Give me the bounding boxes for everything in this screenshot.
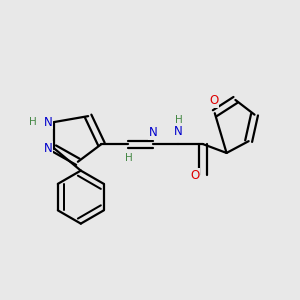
Text: N: N <box>148 126 157 139</box>
Text: H: H <box>29 117 37 127</box>
Text: O: O <box>209 94 218 107</box>
Text: N: N <box>44 142 52 155</box>
Text: N: N <box>44 116 52 128</box>
Text: O: O <box>190 169 200 182</box>
Text: N: N <box>174 125 183 138</box>
Text: H: H <box>124 153 132 163</box>
Text: H: H <box>175 115 182 125</box>
